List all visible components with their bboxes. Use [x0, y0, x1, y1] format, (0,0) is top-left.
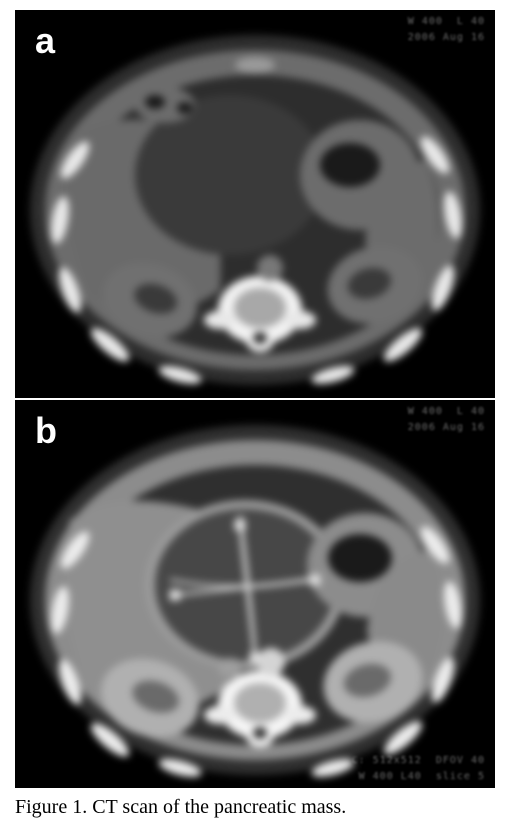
- panel-label-b: b: [35, 410, 57, 452]
- ct-image-a: [15, 10, 495, 398]
- ct-image-b: [15, 400, 495, 788]
- ct-panel-a: a W 400 L 40 2006 Aug 16: [15, 10, 495, 398]
- ct-panel-b: b W 400 L 40 2006 Aug 16 C: 512x512 DFOV…: [15, 400, 495, 788]
- figure-caption: Figure 1. CT scan of the pancreatic mass…: [15, 796, 495, 819]
- figure-1: a W 400 L 40 2006 Aug 16: [15, 10, 495, 819]
- panel-label-a: a: [35, 20, 55, 62]
